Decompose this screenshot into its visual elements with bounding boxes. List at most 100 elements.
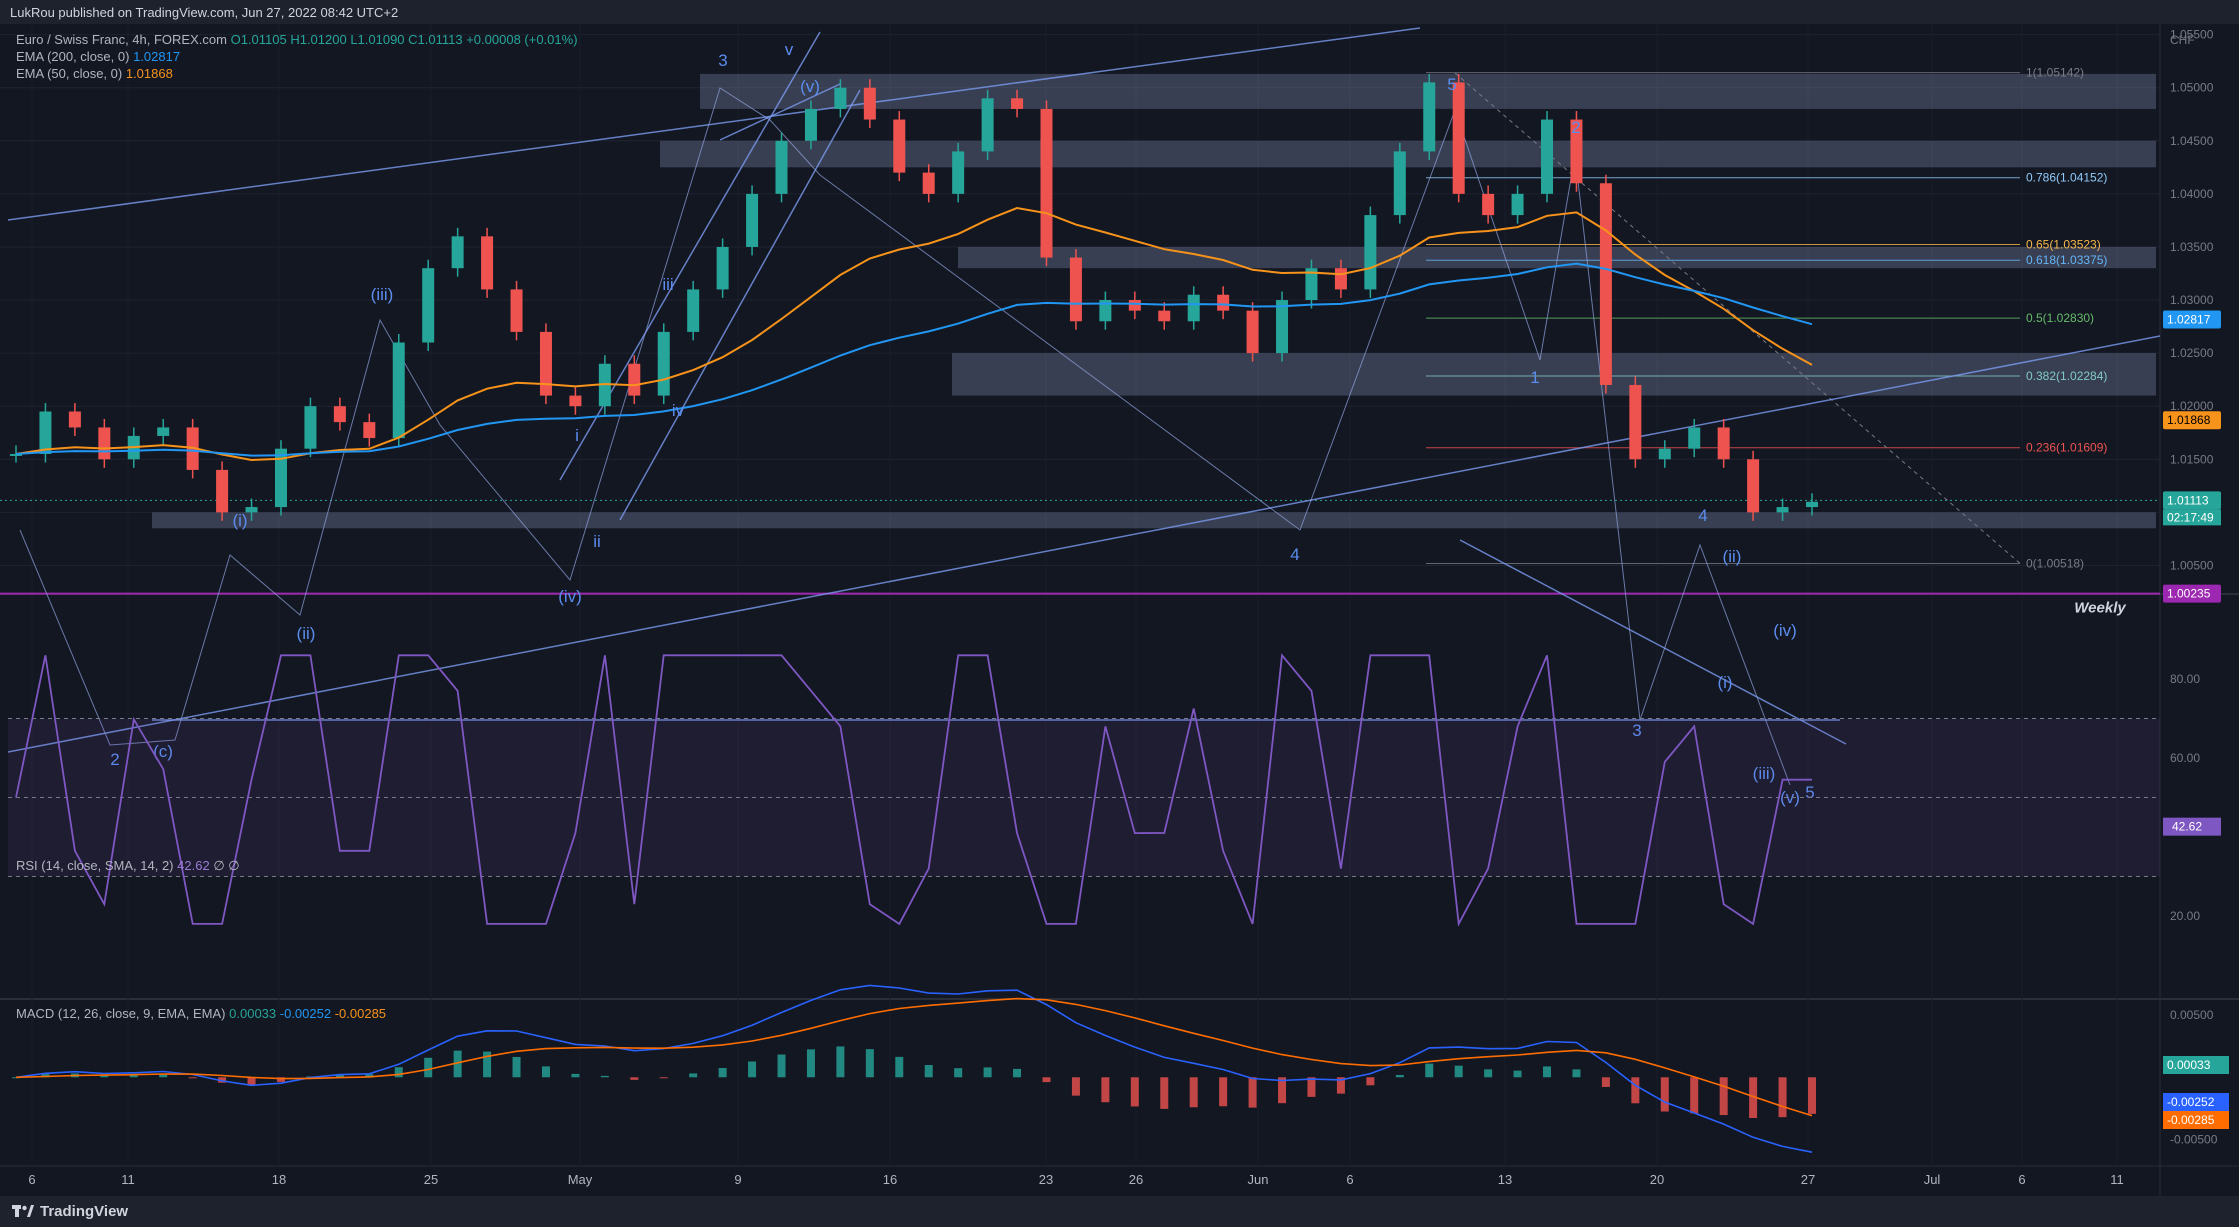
macd-histogram-bar [100,1075,109,1078]
wave-label: 5 [1447,75,1456,94]
macd-histogram-bar [453,1050,462,1078]
candle-body [1747,459,1760,513]
macd-histogram-bar [1071,1077,1080,1096]
macd-tag: -0.00252 [2167,1095,2215,1109]
legend-rsi-row[interactable]: RSI (14, close, SMA, 14, 2) 42.62 ∅ ∅ [16,858,240,874]
trend-channel-line [1459,539,1847,745]
macd-histogram-bar [1042,1077,1051,1083]
wave-label: (i) [1717,673,1732,692]
candle-body [1011,98,1024,109]
candle-body [1246,310,1259,354]
countdown-label: 02:17:49 [2167,510,2214,524]
candle-body [1511,193,1524,216]
supply-demand-zone [152,512,2156,529]
trendlines [7,27,2161,786]
macd-histogram-bar [1101,1077,1110,1103]
price-axis[interactable]: 1.05500 1.05000 1.04500 1.04000 1.03500 1.030… [2163,28,2221,603]
last-price-tag: 1.01113 [2167,493,2209,507]
wave-label: i [575,426,579,445]
macd-histogram-bar [541,1066,550,1078]
macd-histogram-bar [1013,1068,1022,1078]
candle-body [952,151,965,194]
rsi-tick-label: 80.00 [2170,672,2200,686]
macd-histogram-bar [218,1077,227,1083]
macd-histogram-bar [1513,1070,1522,1078]
candle-body [333,406,346,423]
candle-body [1658,448,1671,460]
fib-level-label: 0.5(1.02830) [2026,311,2094,325]
time-tick-label: 18 [272,1172,286,1187]
macd-histogram-bar [689,1073,698,1078]
wave-label: iv [672,401,685,420]
macd-histogram-bar [1189,1077,1198,1108]
macd-histogram-bar [1690,1077,1699,1114]
candle-body [1158,310,1171,322]
macd-tick-label: 0.00500 [2170,1008,2214,1022]
macd-histogram-bar [571,1073,580,1078]
macd-histogram-bar [1719,1077,1728,1116]
rsi-extra: ∅ ∅ [213,858,240,873]
candle-body [422,268,435,343]
candle-body [922,172,935,194]
time-axis[interactable]: 6 11 18 25 May 9 16 23 26 Jun 6 13 20 27 Jul 6 11 [28,1172,2123,1187]
rsi-tick-label: 20.00 [2170,909,2200,923]
time-tick-label: 6 [2018,1172,2025,1187]
footer-bar: TradingView [0,1196,2239,1227]
macd-histogram-bar [129,1075,138,1078]
legend-macd-row[interactable]: MACD (12, 26, close, 9, EMA, EMA) 0.0003… [16,1006,386,1021]
trend-channel-line [619,89,861,521]
candle-body [1364,215,1377,290]
countdown-bg [2163,509,2221,526]
ema50-value: 1.01868 [125,66,173,81]
macd-histogram-bar [1425,1063,1434,1078]
macd-histogram-bar [188,1077,197,1079]
wave-label: (v) [1780,788,1800,807]
weekly-label: Weekly [2074,600,2126,617]
wave-label: ii [593,532,601,551]
macd-histogram-bar [1307,1077,1316,1097]
legend-ema50-row[interactable]: EMA (50, close, 0) 1.01868 [16,66,173,81]
ema200-line [15,262,1813,457]
rsi-line [15,653,1812,927]
candle-body [893,119,906,173]
candle-body [39,411,52,454]
macd-histogram-bar [12,1077,20,1079]
time-tick-label: 9 [734,1172,741,1187]
macd-histogram-bar [247,1077,256,1086]
macd-histogram-bar [630,1077,639,1080]
chart-canvas[interactable]: Weekly 1(1.05142) 0.786(1.04152) 0.65(1.03… [0,24,2239,1196]
candle-body [981,98,994,152]
candle-body [1541,119,1554,194]
ema50-price-tag-bg [2163,411,2221,430]
macd-line-value: -0.00252 [279,1006,332,1021]
candle-body [481,236,494,290]
macd-histogram-bar [1543,1066,1552,1078]
rsi-pane[interactable]: 80.00 60.00 20.00 42.62 [8,653,2221,927]
macd-histogram-bar [394,1067,403,1078]
price-tick-label: 1.00500 [2170,558,2214,572]
wave-label: (ii) [1723,547,1742,566]
macd-histogram-bar [1601,1077,1610,1087]
candle-body [628,363,641,396]
rsi-value: 42.62 [177,858,210,873]
macd-histogram-bar [1631,1077,1640,1104]
macd-histogram-bar [865,1049,874,1078]
candle-body [1276,300,1289,354]
ema50-label: EMA (50, close, 0) [16,66,123,81]
ema50-price-tag: 1.01868 [2167,413,2211,427]
macd-histogram-bar [1160,1077,1169,1109]
candle-body [216,469,229,513]
legend-ema200-row[interactable]: EMA (200, close, 0) 1.02817 [16,49,180,64]
candle-body [1393,151,1406,216]
fib-level-label: 0.382(1.02284) [2026,369,2107,383]
macd-histogram-bar [1749,1077,1758,1119]
time-tick-label: 26 [1129,1172,1143,1187]
macd-histogram-bar [748,1061,757,1078]
symbol-name[interactable]: Euro / Swiss Franc, 4h, FOREX.com [16,32,227,47]
footer-brand[interactable]: TradingView [40,1203,129,1220]
macd-histogram-bar [1336,1077,1345,1094]
candle-body [451,236,464,269]
time-tick-label: 13 [1498,1172,1512,1187]
